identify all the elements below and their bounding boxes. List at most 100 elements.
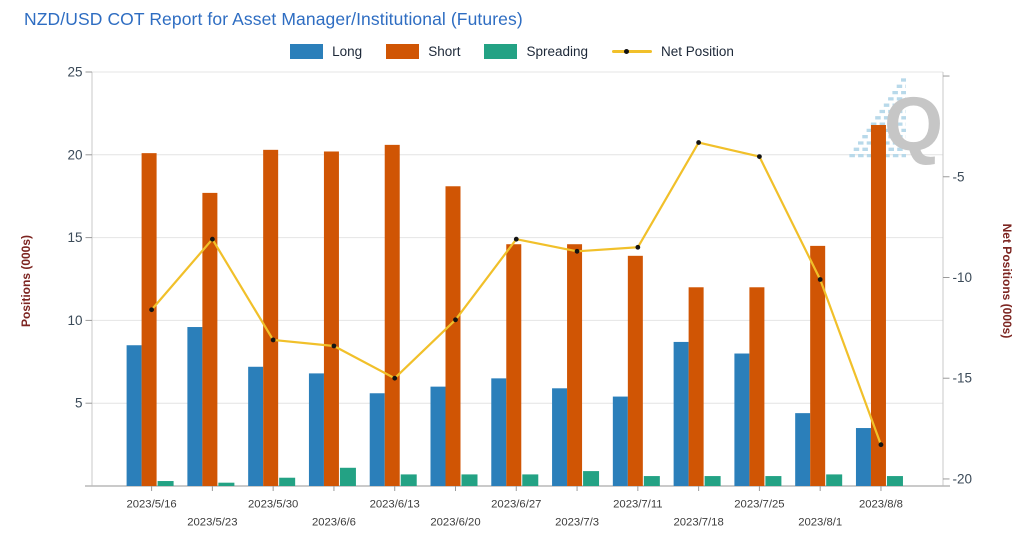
right-axis-tick-label: -10 [953, 270, 973, 285]
bar-long[interactable] [369, 393, 385, 486]
bar-long[interactable] [795, 413, 811, 486]
bar-spreading[interactable] [279, 477, 296, 486]
x-axis-date-label: 2023/6/13 [370, 499, 420, 511]
net-position-point[interactable] [513, 236, 519, 242]
net-position-point[interactable] [453, 317, 458, 323]
bar-spreading[interactable] [157, 481, 174, 486]
legend-item-short[interactable]: Short [386, 44, 460, 59]
legend-item-spreading[interactable]: Spreading [484, 44, 588, 59]
bar-long[interactable] [248, 366, 264, 486]
bar-short[interactable] [627, 255, 643, 486]
right-axis-tick-label: -20 [953, 471, 973, 486]
x-axis-date-label: 2023/7/25 [734, 499, 784, 511]
net-position-point[interactable] [392, 375, 398, 381]
bar-short[interactable] [323, 151, 339, 486]
legend-swatch-long [290, 44, 324, 59]
left-axis-title: Positions (000s) [19, 235, 33, 327]
bar-short[interactable] [567, 244, 583, 486]
x-axis-date-label: 2023/6/20 [430, 517, 480, 529]
x-axis: 2023/5/16 2023/5/23 2023/5/30 2023/6/6 2023/… [126, 486, 903, 529]
legend-label-net-position: Net Position [661, 44, 734, 59]
net-position-point[interactable] [331, 343, 337, 349]
bar-spreading[interactable] [583, 471, 600, 486]
left-axis-tick-label: 20 [67, 147, 82, 162]
net-position-point[interactable] [270, 337, 276, 343]
x-axis-date-label: 2023/6/27 [491, 499, 541, 511]
bar-long[interactable] [552, 388, 568, 486]
net-position-point[interactable] [696, 140, 702, 145]
bar-long[interactable] [855, 428, 871, 486]
net-position-series [149, 140, 884, 448]
right-axis-tick-label: -15 [953, 371, 973, 386]
legend-swatch-spreading [484, 44, 518, 59]
right-axis-tick-label: -5 [953, 169, 965, 184]
left-axis-tick-label: 25 [67, 65, 82, 80]
net-position-point[interactable] [817, 277, 823, 282]
x-axis-date-label: 2023/5/16 [126, 499, 176, 511]
right-axis: -5 -10 -15 -20 [943, 75, 973, 486]
bar-series-short [141, 124, 886, 487]
bar-short[interactable] [688, 287, 704, 486]
bar-short[interactable] [263, 149, 279, 486]
bar-long[interactable] [491, 378, 507, 486]
bar-long[interactable] [308, 373, 324, 486]
x-axis-date-label: 2023/8/1 [798, 517, 842, 529]
legend-label-short: Short [428, 44, 461, 59]
left-axis-tick-label: 5 [75, 396, 83, 411]
bar-spreading[interactable] [339, 467, 356, 486]
bar-long[interactable] [673, 341, 689, 486]
x-axis-date-label: 2023/7/11 [613, 499, 662, 511]
bar-short[interactable] [749, 287, 765, 486]
bar-short[interactable] [810, 245, 826, 486]
watermark-letter: Q [884, 82, 943, 167]
bar-spreading[interactable] [461, 474, 478, 486]
left-axis: 5 10 15 20 25 [67, 65, 92, 411]
bar-spreading[interactable] [765, 476, 782, 486]
bar-short[interactable] [141, 153, 157, 487]
bar-short[interactable] [202, 192, 218, 486]
net-position-point[interactable] [209, 236, 215, 242]
right-axis-title: Net Positions (000s) [1000, 224, 1014, 339]
bar-spreading[interactable] [704, 476, 721, 486]
bar-spreading[interactable] [522, 474, 539, 486]
bar-spreading[interactable] [218, 482, 235, 486]
bar-long[interactable] [187, 327, 203, 486]
x-axis-date-label: 2023/7/18 [673, 517, 723, 529]
legend-label-long: Long [332, 44, 363, 59]
bar-long[interactable] [734, 353, 750, 486]
bar-spreading[interactable] [400, 474, 417, 486]
bar-spreading[interactable] [886, 476, 903, 486]
bar-spreading[interactable] [643, 476, 660, 486]
bar-short[interactable] [870, 124, 886, 486]
bar-long[interactable] [612, 396, 628, 486]
watermark-logo: Q [849, 78, 943, 167]
page-title: NZD/USD COT Report for Asset Manager/Ins… [24, 9, 523, 29]
bar-series-spreading [157, 467, 903, 486]
legend-swatch-short [386, 44, 420, 59]
bar-series-long [126, 327, 871, 486]
bar-long[interactable] [126, 345, 142, 486]
chart-legend: Long Short Spreading Net Position [0, 44, 1024, 59]
x-axis-date-label: 2023/6/6 [312, 517, 356, 529]
x-axis-date-label: 2023/7/3 [555, 517, 599, 529]
x-axis-date-label: 2023/5/30 [248, 499, 298, 511]
bar-long[interactable] [430, 386, 446, 486]
net-position-point[interactable] [574, 248, 580, 254]
legend-item-net-position[interactable]: Net Position [612, 44, 734, 59]
legend-line-marker-icon [612, 49, 653, 54]
net-position-point[interactable] [149, 307, 155, 313]
net-position-point[interactable] [757, 154, 762, 160]
left-axis-tick-label: 15 [67, 230, 82, 245]
x-axis-date-label: 2023/8/8 [859, 499, 903, 511]
legend-label-spreading: Spreading [526, 44, 589, 59]
bar-short[interactable] [445, 186, 461, 487]
net-position-point[interactable] [635, 244, 641, 250]
legend-item-long[interactable]: Long [290, 44, 362, 59]
net-position-point[interactable] [878, 442, 884, 448]
bar-spreading[interactable] [826, 474, 843, 486]
bar-short[interactable] [506, 244, 522, 486]
bar-short[interactable] [384, 144, 400, 486]
left-axis-tick-label: 10 [67, 313, 82, 328]
